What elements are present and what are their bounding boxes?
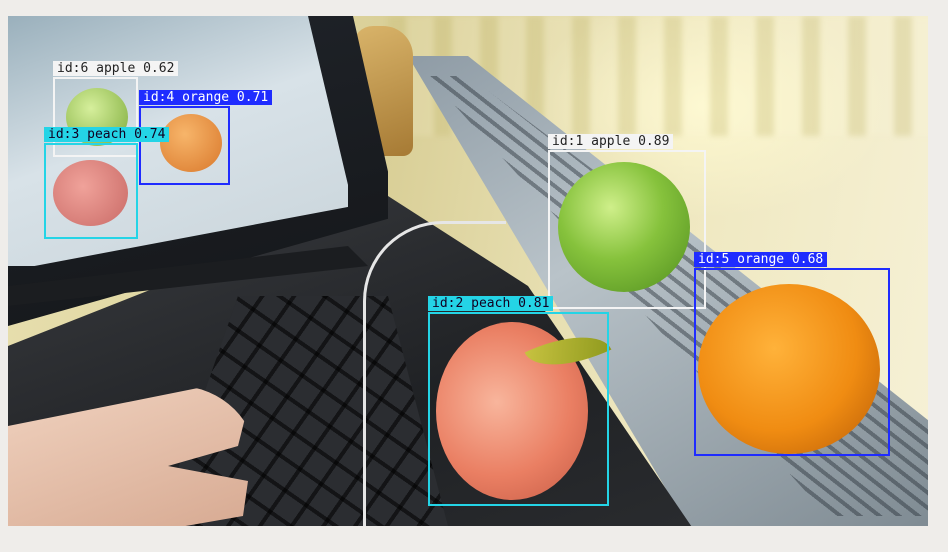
detection-label-id4: id:4 orange 0.71 [139, 90, 273, 105]
detection-label-id2: id:2 peach 0.81 [428, 296, 554, 311]
usb-cable [363, 221, 506, 526]
detection-box-id5 [694, 268, 890, 456]
detection-label-id6: id:6 apple 0.62 [53, 61, 179, 76]
detection-box-id4 [139, 106, 230, 185]
detection-label-id3: id:3 peach 0.74 [44, 127, 170, 142]
detection-box-id3 [44, 143, 138, 239]
detection-box-id1 [548, 150, 706, 309]
peach-on-screen [53, 160, 128, 226]
detection-label-id1: id:1 apple 0.89 [548, 134, 674, 149]
camera-frame [8, 16, 928, 526]
detection-label-id5: id:5 orange 0.68 [694, 252, 828, 267]
detection-box-id2 [428, 312, 609, 506]
orange-on-screen [160, 114, 222, 172]
apple [558, 162, 690, 292]
orange [698, 284, 880, 454]
detection-box-id6 [53, 77, 138, 157]
